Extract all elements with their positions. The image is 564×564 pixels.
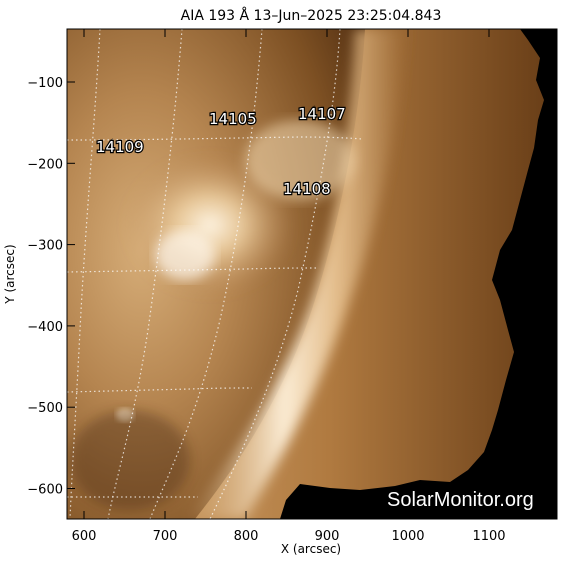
x-tick-label: 900: [315, 529, 340, 544]
plot-title: AIA 193 Å 13–Jun–2025 23:25:04.843: [181, 7, 442, 24]
y-tick-label: −600: [27, 483, 63, 498]
credit-label: SolarMonitor.org: [387, 489, 534, 511]
y-tick-label: −300: [27, 239, 63, 254]
region-label-14107: 14107: [298, 105, 346, 123]
region-label-14108: 14108: [283, 180, 331, 198]
dark-region: [70, 410, 190, 510]
x-axis-label: X (arcsec): [281, 542, 341, 556]
x-axis: 600 700 800 900 1000 1100: [72, 29, 506, 544]
y-tick-label: −200: [27, 157, 63, 172]
y-axis-label: Y (arcsec): [3, 244, 17, 304]
y-axis: −100 −200 −300 −400 −500 −600: [27, 76, 557, 498]
active-region-north: [245, 120, 355, 200]
active-region-core: [155, 230, 215, 280]
region-label-14109: 14109: [96, 138, 144, 156]
region-label-14105: 14105: [209, 110, 257, 128]
heliographic-grid: [67, 29, 363, 519]
x-tick-label: 1100: [472, 529, 505, 544]
x-tick-label: 800: [234, 529, 259, 544]
plot-frame: [66, 28, 558, 520]
y-tick-label: −500: [27, 401, 63, 416]
x-tick-label: 1000: [391, 529, 424, 544]
x-tick-label: 600: [72, 529, 97, 544]
solar-image: [67, 29, 557, 519]
x-tick-label: 700: [153, 529, 178, 544]
y-tick-label: −400: [27, 320, 63, 335]
y-tick-label: −100: [27, 76, 63, 91]
